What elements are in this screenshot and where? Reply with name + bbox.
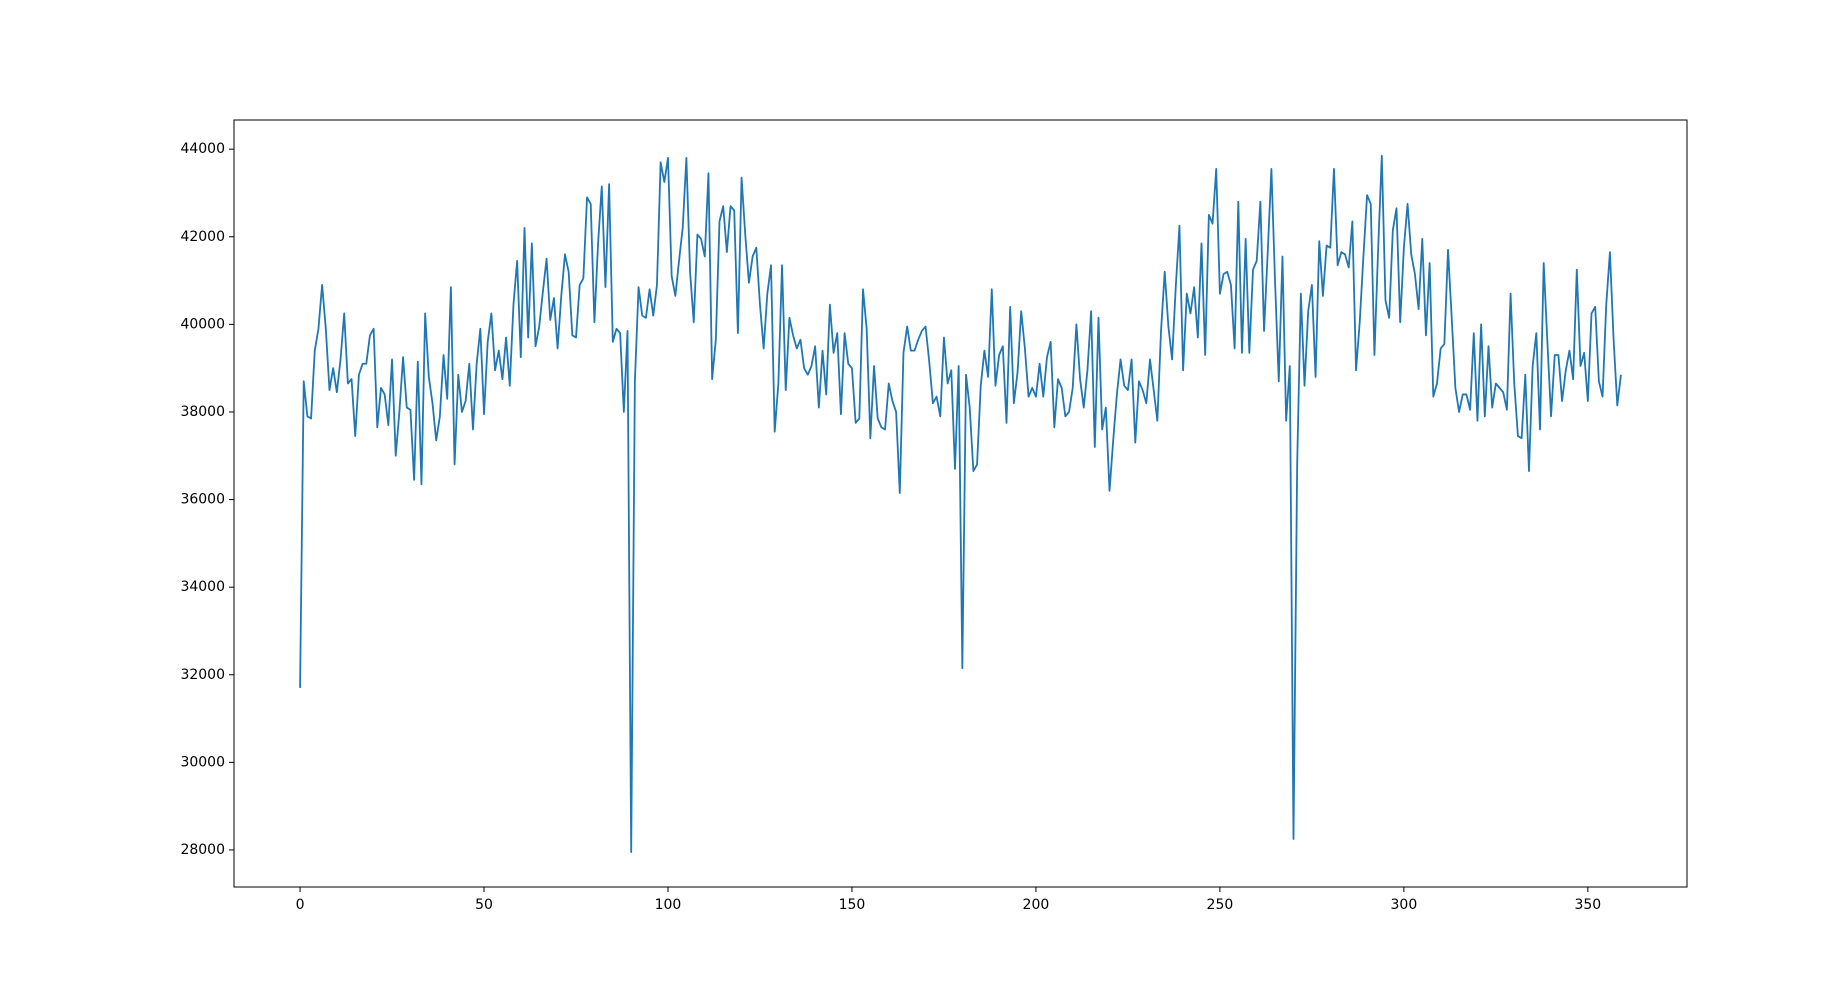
x-tick-label: 50 [475,897,493,913]
y-tick-label: 40000 [180,316,225,332]
x-tick-label: 200 [1023,897,1050,913]
data-line [299,154,1622,854]
y-tick-label: 36000 [180,492,225,508]
plot-frame [233,119,1688,888]
y-tick-label: 32000 [180,667,225,683]
y-tick-label: 28000 [180,842,225,858]
y-tick-label: 34000 [180,579,225,595]
y-tick-label: 30000 [180,754,225,770]
x-tick-label: 0 [296,897,305,913]
x-tick-label: 250 [1207,897,1234,913]
y-tick-label: 38000 [180,404,225,420]
x-tick-label: 300 [1391,897,1418,913]
x-tick-label: 150 [839,897,866,913]
y-tick-label: 44000 [180,141,225,157]
y-tick-label: 42000 [180,229,225,245]
x-tick-label: 100 [655,897,682,913]
x-tick-label: 350 [1574,897,1601,913]
